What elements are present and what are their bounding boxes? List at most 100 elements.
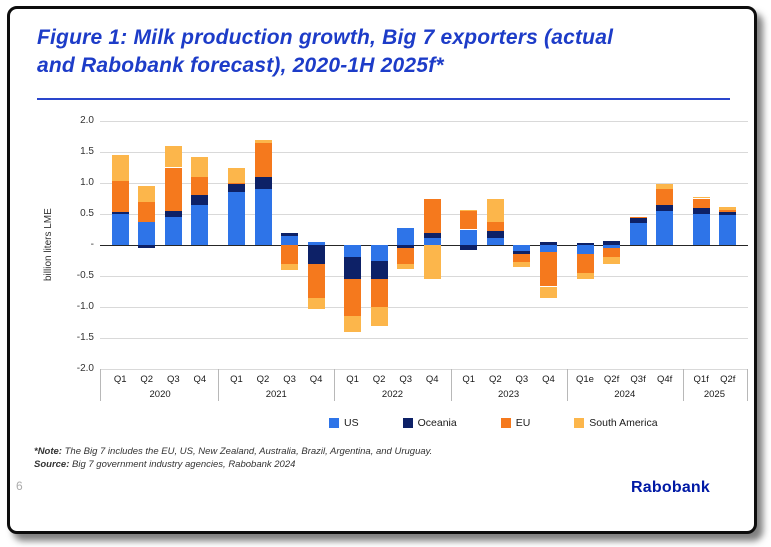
x-quarter-label: Q2f [603,374,620,385]
bar-segment-oceania [370,260,388,280]
gridline [100,369,748,370]
bar-segment-eu [513,254,531,262]
bar-segment-eu [307,263,325,298]
x-quarter-label: Q4f [656,374,673,385]
x-quarter-label: Q3f [630,374,646,385]
figure-title: Figure 1: Milk production growth, Big 7 … [37,24,717,79]
slide-frame: Figure 1: Milk production growth, Big 7 … [7,6,757,534]
bar-segment-us [344,245,362,258]
bar-segment-us [513,245,531,252]
bar-segment-oceania [397,245,415,249]
category-separator [682,369,684,401]
x-quarter-label: Q2f [720,374,736,385]
bar-segment-south-america [191,157,209,177]
x-quarter-label: Q3 [399,374,413,385]
x-quarter-label: Q2 [489,374,502,385]
bar-segment-us [138,222,156,245]
bar-segment-south-america [656,184,674,190]
bar-segment-oceania [254,176,272,190]
bar-segment-us [629,223,647,245]
bar-segment-south-america [423,245,441,280]
bar-segment-us [111,214,129,245]
page-number: 6 [16,479,23,493]
category-separator [450,369,452,401]
title-underline [37,98,730,100]
y-tick-label: -1.5 [76,332,94,343]
bar-segment-oceania [540,241,557,245]
x-quarter-label: Q3 [283,374,296,385]
legend-swatch-eu [500,418,511,428]
bar-segment-south-america [460,209,478,211]
source-line: Source: Big 7 government industry agenci… [34,458,432,471]
bar-segment-us [656,210,674,245]
x-year-label: 2024 [614,389,636,400]
bar-segment-oceania [719,212,737,216]
y-tick-label: -0.5 [76,270,94,281]
bar-segment-oceania [281,232,298,236]
bar-segment-us [281,235,298,245]
bar-segment-eu [344,279,362,317]
bar-segment-us [603,245,620,249]
bar-segment-south-america [719,207,737,211]
legend: US Oceania EU South America [329,417,658,429]
x-year-label: 2022 [381,389,404,400]
legend-label: US [344,417,359,429]
bar-segment-eu [138,201,156,223]
x-year-label: 2023 [498,389,520,400]
bar-segment-eu [228,183,245,185]
y-tick-label: -1.0 [76,301,94,312]
rabobank-logo: Rabobank [631,479,710,496]
bar-segment-south-america [576,272,594,280]
bar-segment-eu [191,176,209,196]
bar-segment-eu [254,142,272,177]
source-prefix: Source: [34,459,70,470]
milk-production-chart: billion liters LME 2.0 1.5 1.0 0.5- -0.5 -1.0… [34,113,748,453]
bar-segment-oceania [603,241,620,245]
bar-segment-us [397,227,415,245]
bar-segment-eu [397,248,415,264]
bar-segment-oceania [138,245,156,249]
bar-segment-south-america [307,297,325,309]
x-year-label: 2020 [149,389,171,400]
x-quarter-label: Q2 [140,374,154,385]
legend-swatch-us [329,418,339,428]
plot-area: 2.0 1.5 1.0 0.5 - -0.5 -1.0 -1.5 -2.0 Q1 Q2 Q3 Q4 202… [77,115,748,401]
bar-segment-oceania [111,212,129,214]
x-year-label: 2021 [265,389,287,400]
bar-segment-oceania [629,218,647,224]
bar-segment-us [254,189,272,245]
category-separator [100,369,101,401]
footnotes: *Note: The Big 7 includes the EU, US, Ne… [34,445,432,471]
bar-segment-south-america [111,155,129,182]
bar-segment-oceania [460,245,478,250]
x-quarter-label: Q4 [193,374,207,385]
bar-segment-eu [576,254,594,273]
bar-segment-south-america [164,145,182,168]
note-text: The Big 7 includes the EU, US, New Zeala… [61,446,433,457]
y-tick-label: 1.0 [80,177,94,188]
x-quarter-label: Q1e [575,374,594,385]
legend-item-south-america: South America [574,417,658,429]
source-text: Big 7 government industry agencies, Rabo… [69,459,296,470]
bar-segment-south-america [513,261,531,267]
bar-segment-eu [540,252,557,287]
bar-segment-us [486,237,504,245]
category-separator [566,369,568,401]
bar-segment-oceania [344,257,362,280]
bar-segment-eu [423,198,441,233]
y-tick-label: -2.0 [76,363,94,374]
legend-swatch-south-america [574,418,585,428]
x-quarter-label: Q3 [515,374,529,385]
x-quarter-label: Q1 [113,374,127,385]
bar-segment-us [719,215,737,245]
bar-segment-oceania [486,231,504,238]
bar-segment-eu [629,217,647,219]
bar-segment-eu [486,222,504,232]
bar-segment-eu [692,198,710,208]
gridline [100,152,748,153]
bar-segment-oceania [576,242,594,245]
bar-segment-us [370,245,388,261]
gridline [100,121,748,122]
x-quarter-label: Q2 [372,374,386,385]
bar-segment-us [307,241,325,245]
